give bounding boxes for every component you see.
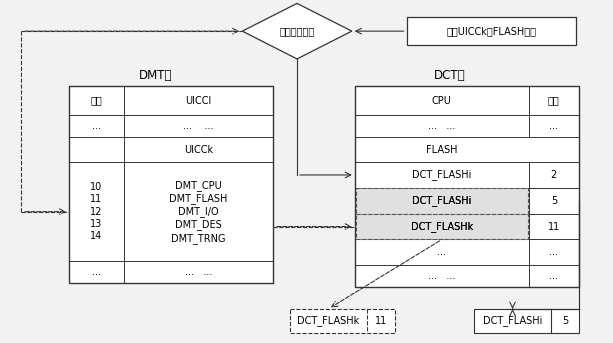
Text: 2: 2 (550, 170, 557, 180)
Text: DMT_CPU
DMT_FLASH
DMT_I/O
DMT_DES
DMT_TRNG: DMT_CPU DMT_FLASH DMT_I/O DMT_DES DMT_TR… (169, 180, 227, 244)
Text: 地址: 地址 (548, 96, 560, 106)
Bar (356, 188, 528, 214)
Bar (406, 17, 576, 45)
Text: ...: ... (549, 121, 558, 131)
Text: ...: ... (92, 121, 101, 131)
Bar (69, 86, 273, 283)
Text: ...   ...: ... ... (428, 121, 455, 131)
Text: DCT_FLASHi: DCT_FLASHi (412, 169, 471, 180)
Text: ...   ...: ... ... (185, 267, 212, 277)
Text: 10
11
12
13
14: 10 11 12 13 14 (90, 182, 102, 241)
Bar (356, 214, 528, 239)
Text: DCT表: DCT表 (433, 69, 465, 82)
Polygon shape (242, 3, 352, 59)
Text: UICCk: UICCk (184, 145, 213, 155)
Bar (355, 86, 579, 287)
Text: 驱动匹配处理: 驱动匹配处理 (280, 26, 314, 36)
Text: 5: 5 (550, 196, 557, 206)
Text: DMT表: DMT表 (139, 69, 172, 82)
Text: ...: ... (549, 271, 558, 281)
Text: 5: 5 (562, 316, 568, 326)
Text: ...: ... (549, 247, 558, 257)
Text: UICCl: UICCl (185, 96, 211, 106)
Text: ...: ... (438, 247, 446, 257)
Text: DCT_FLASHk: DCT_FLASHk (297, 315, 360, 326)
Text: FLASH: FLASH (426, 145, 458, 155)
Text: DCT_FLASHk: DCT_FLASHk (411, 221, 473, 232)
Text: DCT_FLASHi: DCT_FLASHi (412, 195, 471, 206)
Text: 输入UICCk新FLASH属性: 输入UICCk新FLASH属性 (446, 26, 536, 36)
Text: DCT_FLASHk: DCT_FLASHk (411, 221, 473, 232)
Text: 11: 11 (375, 316, 387, 326)
Bar (474, 309, 579, 333)
Bar (290, 309, 395, 333)
Text: ...   ...: ... ... (428, 271, 455, 281)
Text: CPU: CPU (432, 96, 452, 106)
Text: ...    ...: ... ... (183, 121, 214, 131)
Text: 地址: 地址 (91, 96, 102, 106)
Text: ...: ... (92, 267, 101, 277)
Text: 11: 11 (548, 222, 560, 232)
Text: DCT_FLASHi: DCT_FLASHi (483, 315, 543, 326)
Text: DCT_FLASHi: DCT_FLASHi (412, 195, 471, 206)
